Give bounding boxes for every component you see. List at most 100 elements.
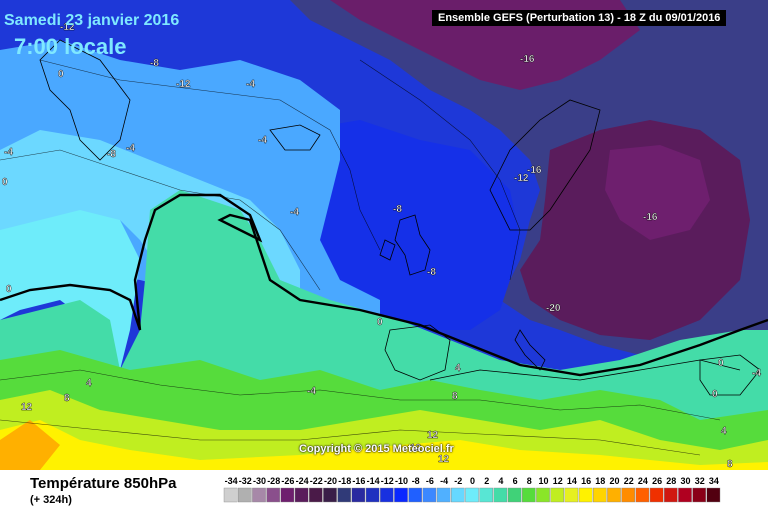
isotherm-label: 12 [410,443,422,454]
legend-value-label: 24 [638,476,648,486]
isotherm-label: -8 [107,149,116,160]
isotherm-label: -4 [258,135,267,146]
legend-swatch [422,487,437,503]
legend-value-label: 30 [680,476,690,486]
isotherm-label: 0 [58,69,64,80]
isotherm-label: -16 [520,54,535,65]
legend-swatch [465,487,479,503]
legend-value-label: 2 [484,476,489,486]
legend-value-label: 32 [695,476,705,486]
forecast-date: Samedi 23 janvier 2016 [4,12,180,29]
deep-blue-band [300,120,520,330]
legend-value-label: 34 [709,476,719,486]
legend-value-label: -30 [253,476,266,486]
yellow-zone [0,420,768,470]
legend-value-label: 20 [609,476,619,486]
british-isles [379,214,431,276]
legend-value-label: -28 [267,476,280,486]
isotherm-labels: -12-80-12 -4-16-4 -8-4-4-16-120-4 -8-16-80-… [2,22,762,470]
isotherm-label: 8 [452,391,458,402]
legend-swatch [323,487,337,503]
zero-isotherm [0,193,768,377]
legend-swatch [365,487,380,503]
legend-swatch [408,487,423,503]
legend-swatch [593,487,607,503]
legend-swatch [238,487,252,503]
legend-value-label: -18 [338,476,351,486]
legend-value-label: 26 [652,476,662,486]
isotherm-label: -8 [150,58,159,69]
legend-swatch [337,487,351,503]
isotherm-label: 4 [86,378,92,389]
isotherm-label: -16 [643,212,658,223]
isotherm-label: -20 [546,303,561,314]
isotherm-label: 0 [2,177,8,188]
legend-swatch [621,487,636,503]
isotherm-label: -4 [752,368,761,379]
legend-swatch [479,487,494,503]
legend-value-label: 6 [513,476,518,486]
legend-value-label: -26 [281,476,294,486]
legend-swatch [280,487,295,503]
color-legend: -34 -32 -30 -28 -26 -24 -22 -20 -18 -16 -14 -12 -10-… [223,476,721,503]
lead-time: (+ 324h) [30,494,72,506]
isotherm-label: -4 [126,143,135,154]
copyright-notice: Copyright © 2015 Meteociel.fr [299,443,454,455]
legend-swatch [252,487,266,503]
legend-value-label: -14 [367,476,380,486]
iceland-coast [269,124,321,151]
legend-swatch [379,487,394,503]
legend-value-label: -12 [381,476,394,486]
legend-value-label: -16 [352,476,365,486]
legend-swatch [692,487,707,503]
legend-value-label: -20 [324,476,337,486]
legend-value-label: 16 [581,476,591,486]
legend-value-label: -6 [426,476,434,486]
legend-swatch [394,487,408,503]
legend-swatch [294,487,309,503]
legend-swatch [635,487,650,503]
isotherm-label: 4 [721,426,727,437]
isotherm-label: 4 [455,363,461,374]
isotherm-label: 12 [438,454,450,465]
legend-value-label: -8 [412,476,420,486]
isotherm-label: -8 [427,267,436,278]
isotherm-label: 0 [712,389,718,400]
isotherm-label: 8 [727,459,733,470]
isotherm-label: -12 [514,173,529,184]
legend-value-label: -22 [310,476,323,486]
legend-swatch [308,487,323,503]
model-run-info: Ensemble GEFS (Perturbation 13) - 18 Z d… [432,10,727,26]
legend-value-label: -34 [225,476,238,486]
isotherm-label: 0 [718,358,724,369]
isotherm-label: -4 [307,386,316,397]
legend-swatch [678,487,692,503]
legend-swatch [507,487,522,503]
isotherm-label: -8 [393,204,402,215]
greenland-coast [39,39,131,161]
isotherm-label: -12 [176,79,191,90]
coastlines [39,39,761,396]
isotherm-label: -12 [60,22,75,33]
isotherm-label: -4 [290,207,299,218]
iberia [384,324,451,381]
italy [514,329,546,371]
legend-swatch [266,487,280,503]
legend-swatch [450,487,465,503]
cold-zone-russia [605,145,710,240]
black-sea [699,354,761,396]
legend-value-label: 28 [666,476,676,486]
temperature-map: -12-80-12 -4-16-4 -8-4-4-16-120-4 -8-16-80-… [0,0,768,470]
legend-swatch [664,487,678,503]
legend-value-label: 8 [527,476,532,486]
isotherm-label: 0 [6,284,12,295]
legend-swatch [706,487,721,503]
legend-swatch [223,487,238,503]
legend-value-label: 0 [470,476,475,486]
legend-swatch [436,487,451,503]
legend-value-label: 12 [553,476,563,486]
legend-value-label: -4 [440,476,448,486]
isolines [0,59,721,456]
yellow-green-zone [0,390,768,470]
orange-zone [0,420,60,470]
